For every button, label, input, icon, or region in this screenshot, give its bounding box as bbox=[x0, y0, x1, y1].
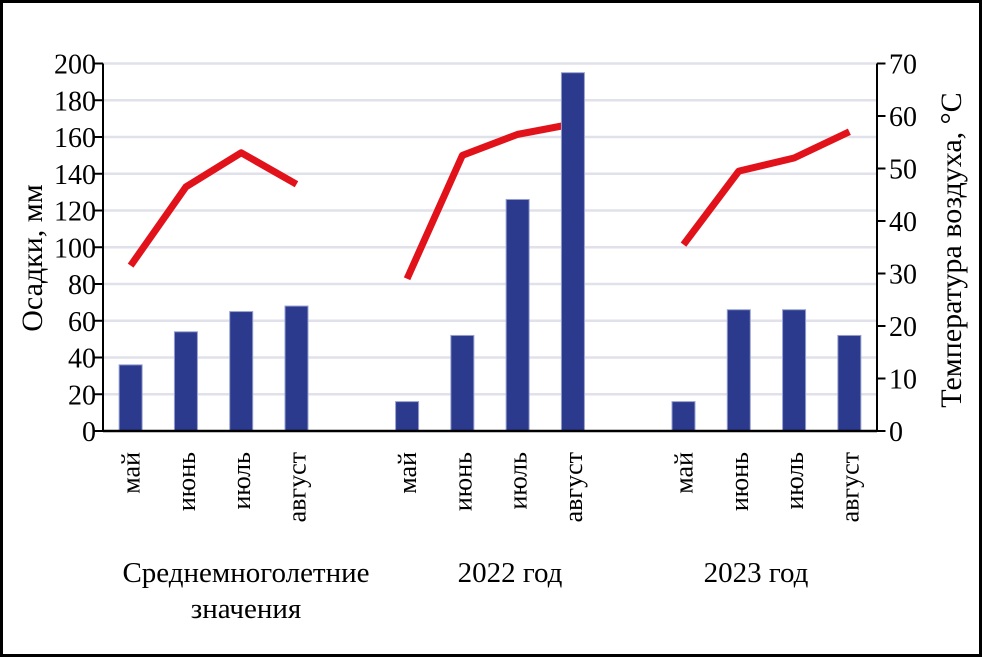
precipitation-bar bbox=[284, 305, 309, 432]
month-label: июнь bbox=[725, 452, 754, 511]
group-label: 2023 год bbox=[704, 557, 809, 589]
temperature-line bbox=[127, 149, 299, 268]
month-label: июль bbox=[780, 452, 809, 510]
right-tick-label: 60 bbox=[889, 102, 917, 133]
right-tick-label: 40 bbox=[889, 207, 917, 238]
month-label: май bbox=[117, 452, 146, 494]
precipitation-bar bbox=[395, 401, 420, 432]
left-tick-label: 40 bbox=[68, 344, 96, 375]
left-tick-label: 140 bbox=[54, 160, 96, 191]
month-label: июнь bbox=[172, 452, 201, 511]
left-tick-label: 80 bbox=[68, 270, 96, 301]
right-tick-label: 70 bbox=[889, 50, 917, 81]
precipitation-bar bbox=[782, 309, 807, 432]
month-label: июль bbox=[504, 452, 533, 510]
right-tick-label: 50 bbox=[889, 155, 917, 186]
group-label: Среднемноголетние bbox=[122, 557, 369, 589]
left-tick-label: 180 bbox=[54, 86, 96, 117]
left-tick-label: 0 bbox=[82, 417, 96, 448]
left-tick-label: 200 bbox=[54, 50, 96, 81]
group-label: значения bbox=[191, 593, 302, 625]
precipitation-bar bbox=[450, 334, 475, 432]
month-label: май bbox=[393, 452, 422, 494]
precipitation-bar bbox=[837, 334, 862, 432]
precipitation-bar bbox=[505, 198, 530, 432]
left-tick-label: 100 bbox=[54, 233, 96, 264]
month-label: август bbox=[559, 452, 588, 522]
month-label: май bbox=[670, 452, 699, 494]
right-tick-label: 0 bbox=[889, 417, 903, 448]
month-label: август bbox=[283, 452, 312, 522]
precipitation-bar bbox=[173, 331, 198, 432]
precipitation-bar bbox=[560, 72, 585, 432]
precipitation-bar bbox=[229, 311, 254, 432]
month-label: июль bbox=[227, 452, 256, 510]
temperature-line bbox=[403, 120, 574, 281]
left-tick-label: 60 bbox=[68, 307, 96, 338]
right-tick-label: 20 bbox=[889, 312, 917, 343]
left-tick-label: 160 bbox=[54, 123, 96, 154]
right-tick-label: 10 bbox=[889, 365, 917, 396]
temperature-line bbox=[680, 128, 851, 247]
right-tick-label: 30 bbox=[889, 260, 917, 291]
right-axis-title: Температура воздуха, °C bbox=[935, 92, 968, 407]
precipitation-bar bbox=[671, 401, 696, 432]
left-tick-label: 120 bbox=[54, 197, 96, 228]
group-label: 2022 год bbox=[458, 557, 563, 589]
left-axis-title: Осадки, мм bbox=[16, 184, 49, 332]
precipitation-bar bbox=[726, 309, 751, 432]
precipitation-bar bbox=[118, 364, 143, 432]
month-label: июнь bbox=[448, 452, 477, 511]
left-tick-label: 20 bbox=[68, 380, 96, 411]
month-label: август bbox=[835, 452, 864, 522]
